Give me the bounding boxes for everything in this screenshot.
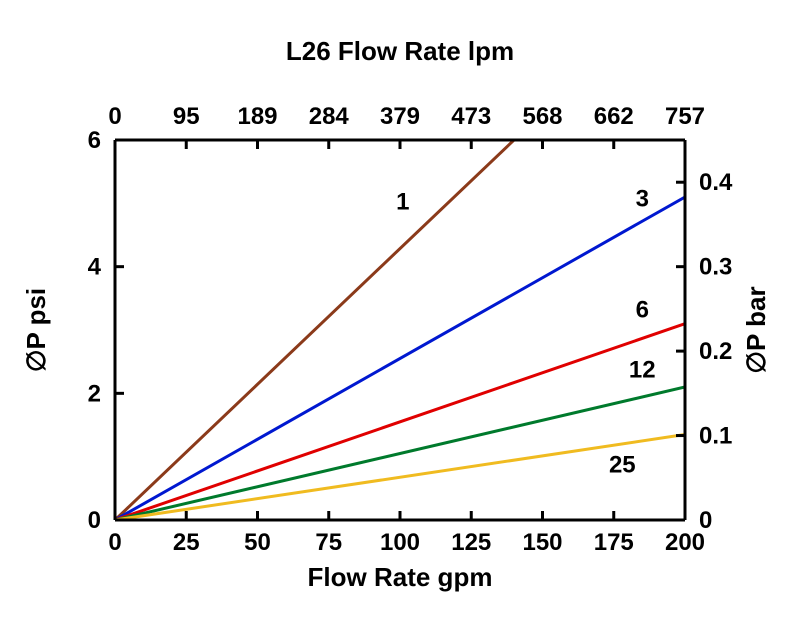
x-bottom-tick-label: 175 (594, 529, 634, 556)
y-right-tick-label: 0 (699, 507, 712, 534)
x-top-tick-label: 662 (594, 103, 634, 130)
y-left-tick-label: 4 (88, 254, 102, 281)
chart-title: L26 Flow Rate lpm (286, 36, 514, 66)
x-top-tick-label: 379 (380, 103, 420, 130)
x-bottom-tick-label: 100 (380, 529, 420, 556)
x-top-tick-label: 0 (108, 103, 121, 130)
y-right-tick-label: 0.4 (699, 169, 733, 196)
x-top-tick-label: 757 (665, 103, 705, 130)
y-right-tick-label: 0.2 (699, 338, 732, 365)
x-bottom-tick-label: 150 (522, 529, 562, 556)
x-top-tick-label: 95 (173, 103, 200, 130)
x-top-tick-label: 284 (309, 103, 350, 130)
x-top-tick-label: 568 (522, 103, 562, 130)
y-left-axis-label: ∅P psi (21, 288, 51, 372)
series-label-12: 12 (629, 357, 656, 384)
x-bottom-axis-label: Flow Rate gpm (308, 562, 493, 592)
x-bottom-tick-label: 25 (173, 529, 200, 556)
x-bottom-tick-label: 75 (315, 529, 342, 556)
chart-container: 13612250255075100125150175200Flow Rate g… (0, 0, 808, 636)
x-top-tick-label: 189 (237, 103, 277, 130)
line-chart: 13612250255075100125150175200Flow Rate g… (0, 0, 808, 636)
series-label-3: 3 (636, 186, 649, 213)
y-right-axis-label: ∅P bar (741, 286, 771, 373)
y-left-tick-label: 2 (88, 380, 101, 407)
y-right-tick-label: 0.3 (699, 254, 732, 281)
series-label-6: 6 (636, 296, 649, 323)
series-label-25: 25 (609, 452, 636, 479)
x-bottom-tick-label: 0 (108, 529, 121, 556)
y-left-tick-label: 0 (88, 507, 101, 534)
x-bottom-tick-label: 50 (244, 529, 271, 556)
x-bottom-tick-label: 125 (451, 529, 491, 556)
y-right-tick-label: 0.1 (699, 423, 732, 450)
series-label-1: 1 (396, 189, 409, 216)
y-left-tick-label: 6 (88, 127, 101, 154)
x-top-tick-label: 473 (451, 103, 491, 130)
